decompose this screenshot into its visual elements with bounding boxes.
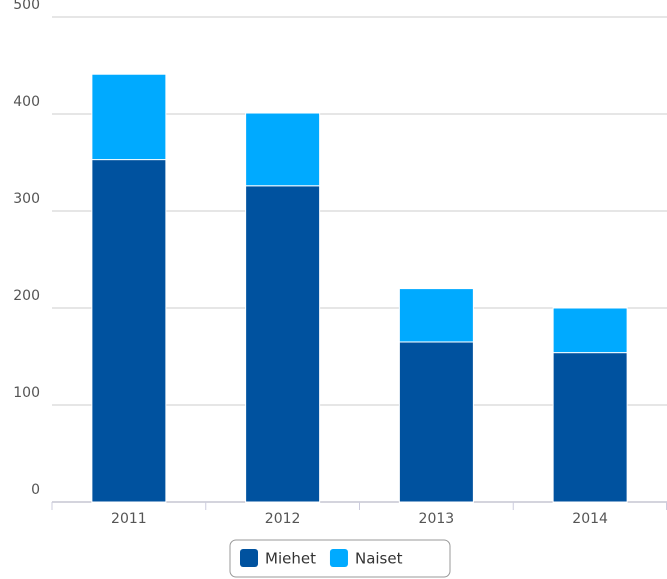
bar-segment bbox=[91, 159, 167, 503]
y-tick-label: 400 bbox=[13, 94, 40, 110]
x-tick-label: 2014 bbox=[572, 511, 608, 527]
bar-segment bbox=[552, 307, 628, 354]
bar-segment bbox=[91, 73, 167, 161]
y-tick-label: 100 bbox=[13, 385, 40, 401]
x-tick-label: 2011 bbox=[111, 511, 147, 527]
x-tick-label: 2012 bbox=[265, 511, 301, 527]
y-tick-label: 500 bbox=[13, 0, 40, 13]
legend-label: Naiset bbox=[355, 550, 403, 568]
bar-segment bbox=[398, 288, 474, 343]
legend-label: Miehet bbox=[265, 550, 316, 568]
bar-segment bbox=[245, 185, 321, 503]
y-tick-label: 0 bbox=[31, 482, 40, 498]
y-tick-label: 300 bbox=[13, 191, 40, 207]
legend-swatch bbox=[329, 549, 348, 567]
bar-segment bbox=[398, 341, 474, 503]
bar-segment bbox=[552, 352, 628, 503]
y-tick-label: 200 bbox=[13, 288, 40, 304]
x-tick-label: 2013 bbox=[419, 511, 455, 527]
bar-segment bbox=[245, 112, 321, 187]
legend-swatch bbox=[240, 549, 258, 567]
